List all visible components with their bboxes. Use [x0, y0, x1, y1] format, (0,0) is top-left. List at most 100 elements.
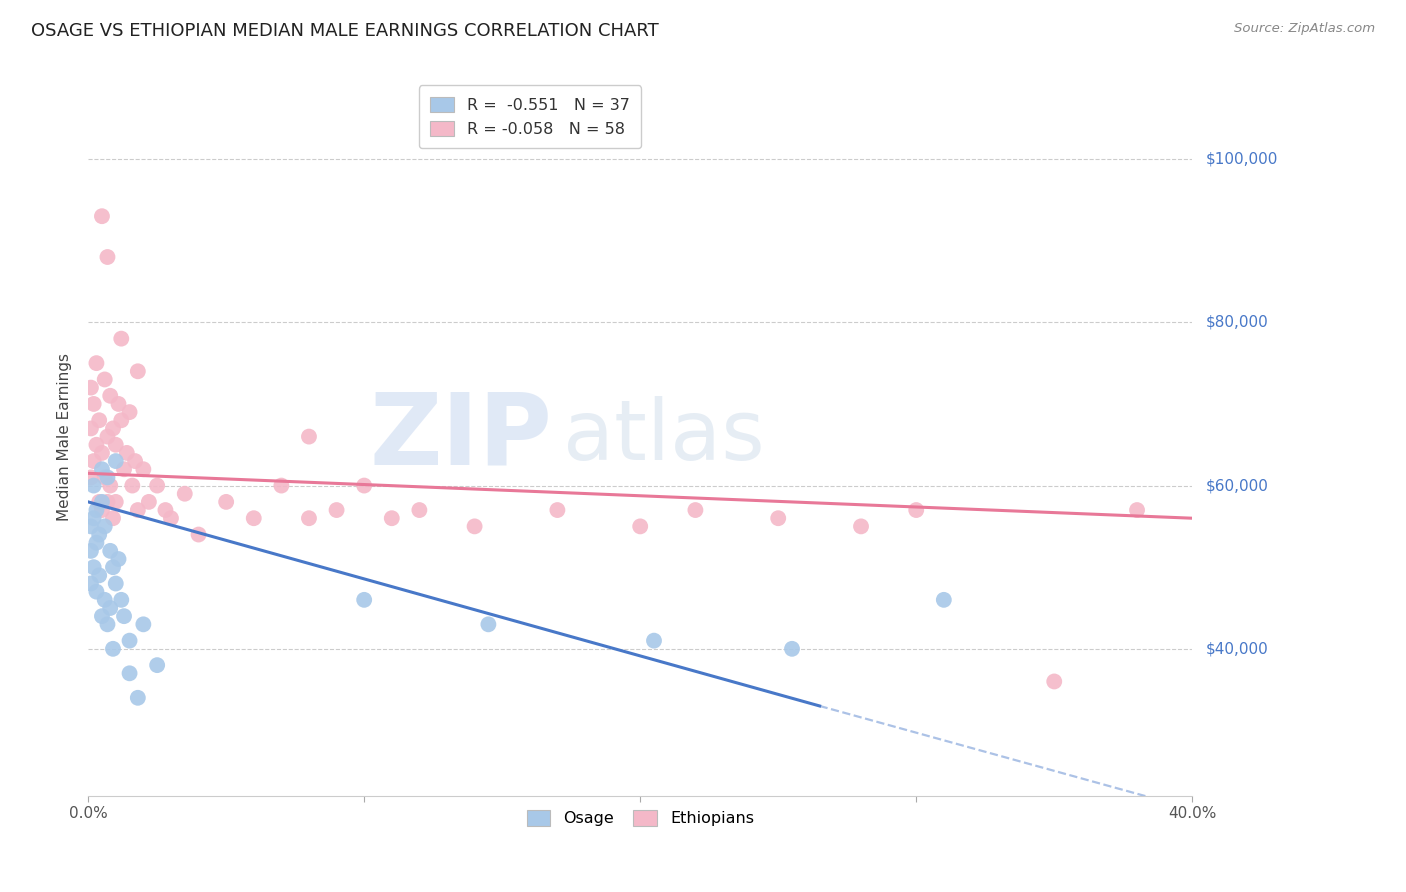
Point — [138, 495, 160, 509]
Point — [124, 454, 146, 468]
Point — [215, 495, 238, 509]
Point — [325, 503, 347, 517]
Point — [91, 462, 114, 476]
Point — [132, 617, 155, 632]
Y-axis label: Median Male Earnings: Median Male Earnings — [58, 352, 72, 521]
Text: $40,000: $40,000 — [1206, 641, 1268, 657]
Text: $80,000: $80,000 — [1206, 315, 1268, 330]
Point — [1043, 674, 1066, 689]
Point — [628, 519, 651, 533]
Text: atlas: atlas — [562, 396, 765, 477]
Point — [80, 381, 103, 395]
Point — [110, 332, 132, 346]
Point — [96, 250, 118, 264]
Text: $60,000: $60,000 — [1206, 478, 1270, 493]
Point — [101, 421, 124, 435]
Point — [110, 413, 132, 427]
Point — [98, 544, 121, 558]
Point — [104, 495, 127, 509]
Point — [408, 503, 430, 517]
Point — [101, 560, 124, 574]
Point — [86, 356, 108, 370]
Point — [101, 641, 124, 656]
Point — [187, 527, 209, 541]
Point — [643, 633, 665, 648]
Point — [96, 429, 118, 443]
Point — [98, 389, 121, 403]
Point — [80, 421, 103, 435]
Point — [1126, 503, 1149, 517]
Point — [89, 568, 111, 582]
Point — [98, 601, 121, 615]
Text: OSAGE VS ETHIOPIAN MEDIAN MALE EARNINGS CORRELATION CHART: OSAGE VS ETHIOPIAN MEDIAN MALE EARNINGS … — [31, 22, 658, 40]
Point — [93, 519, 115, 533]
Point — [89, 413, 111, 427]
Point — [96, 495, 118, 509]
Point — [242, 511, 264, 525]
Point — [298, 511, 321, 525]
Point — [80, 519, 103, 533]
Point — [685, 503, 707, 517]
Point — [115, 446, 138, 460]
Point — [110, 592, 132, 607]
Point — [89, 495, 111, 509]
Point — [91, 209, 114, 223]
Point — [83, 511, 105, 525]
Point — [118, 633, 141, 648]
Text: $100,000: $100,000 — [1206, 152, 1278, 167]
Point — [849, 519, 872, 533]
Point — [83, 397, 105, 411]
Point — [155, 503, 177, 517]
Point — [83, 478, 105, 492]
Point — [127, 503, 149, 517]
Point — [104, 438, 127, 452]
Point — [83, 454, 105, 468]
Point — [93, 372, 115, 386]
Point — [98, 478, 121, 492]
Point — [766, 511, 789, 525]
Point — [298, 429, 321, 443]
Point — [477, 617, 499, 632]
Point — [80, 470, 103, 484]
Point — [80, 576, 103, 591]
Text: Source: ZipAtlas.com: Source: ZipAtlas.com — [1234, 22, 1375, 36]
Point — [270, 478, 292, 492]
Point — [101, 511, 124, 525]
Point — [146, 658, 169, 673]
Point — [91, 446, 114, 460]
Point — [353, 478, 375, 492]
Point — [112, 609, 135, 624]
Point — [104, 576, 127, 591]
Legend: Osage, Ethiopians: Osage, Ethiopians — [519, 803, 762, 834]
Point — [146, 478, 169, 492]
Point — [546, 503, 568, 517]
Point — [83, 560, 105, 574]
Point — [780, 641, 803, 656]
Point — [353, 592, 375, 607]
Point — [93, 470, 115, 484]
Point — [86, 438, 108, 452]
Point — [91, 609, 114, 624]
Point — [112, 462, 135, 476]
Point — [80, 544, 103, 558]
Point — [96, 617, 118, 632]
Point — [127, 364, 149, 378]
Point — [107, 397, 129, 411]
Point — [96, 470, 118, 484]
Point — [381, 511, 404, 525]
Point — [121, 478, 143, 492]
Point — [86, 535, 108, 549]
Point — [173, 487, 195, 501]
Point — [118, 405, 141, 419]
Point — [132, 462, 155, 476]
Point — [160, 511, 183, 525]
Point — [104, 454, 127, 468]
Point — [86, 503, 108, 517]
Point — [932, 592, 955, 607]
Point — [93, 592, 115, 607]
Point — [89, 527, 111, 541]
Point — [118, 666, 141, 681]
Text: ZIP: ZIP — [368, 388, 553, 485]
Point — [464, 519, 486, 533]
Point — [107, 552, 129, 566]
